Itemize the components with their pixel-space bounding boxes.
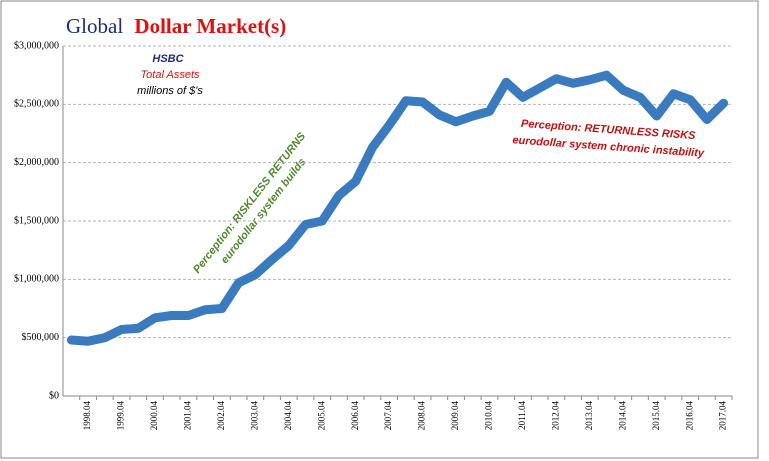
x-tick-label: 2010.04 xyxy=(484,401,494,431)
x-tick-label: 1998.04 xyxy=(82,401,92,431)
y-tick-label: $1,500,000 xyxy=(14,215,59,226)
annotation: HSBC xyxy=(152,53,184,65)
y-tick-label: $500,000 xyxy=(22,332,60,343)
x-tick-label: 2004.04 xyxy=(283,401,293,431)
y-tick-label: $3,000,000 xyxy=(14,40,59,51)
x-tick-label: 2011.04 xyxy=(517,401,527,430)
y-tick-label: $1,000,000 xyxy=(14,274,59,285)
x-tick-label: 2017.04 xyxy=(718,401,728,431)
x-tick-label: 2013.04 xyxy=(584,401,594,431)
y-tick-label: $0 xyxy=(49,390,59,401)
data-line xyxy=(66,70,729,346)
x-tick-label: 2002.04 xyxy=(216,401,226,431)
x-tick-label: 2009.04 xyxy=(450,401,460,431)
x-tick-label: 2001.04 xyxy=(183,401,193,431)
x-tick-label: 2008.04 xyxy=(417,401,427,431)
x-tick-label: 2015.04 xyxy=(651,401,661,431)
title-emphasis: Dollar Market(s) xyxy=(134,14,286,38)
chart-title: Global Dollar Market(s) xyxy=(66,14,286,38)
x-tick-label: 2007.04 xyxy=(383,401,393,431)
x-tick-label: 2005.04 xyxy=(316,401,326,431)
title-main: Global xyxy=(66,14,123,38)
x-tick-label: 2012.04 xyxy=(550,401,560,431)
x-tick-label: 2016.04 xyxy=(684,401,694,431)
annotation: millions of $'s xyxy=(137,85,203,97)
x-tick-label: 2006.04 xyxy=(350,401,360,431)
x-tick-label: 2014.04 xyxy=(617,401,627,431)
x-tick-label: 2003.04 xyxy=(249,401,259,431)
y-tick-label: $2,500,000 xyxy=(14,99,59,110)
x-tick-label: 2000.04 xyxy=(149,401,159,431)
x-tick-label: 1999.04 xyxy=(116,401,126,431)
y-tick-label: $2,000,000 xyxy=(14,157,59,168)
annotation: Total Assets xyxy=(140,69,200,81)
